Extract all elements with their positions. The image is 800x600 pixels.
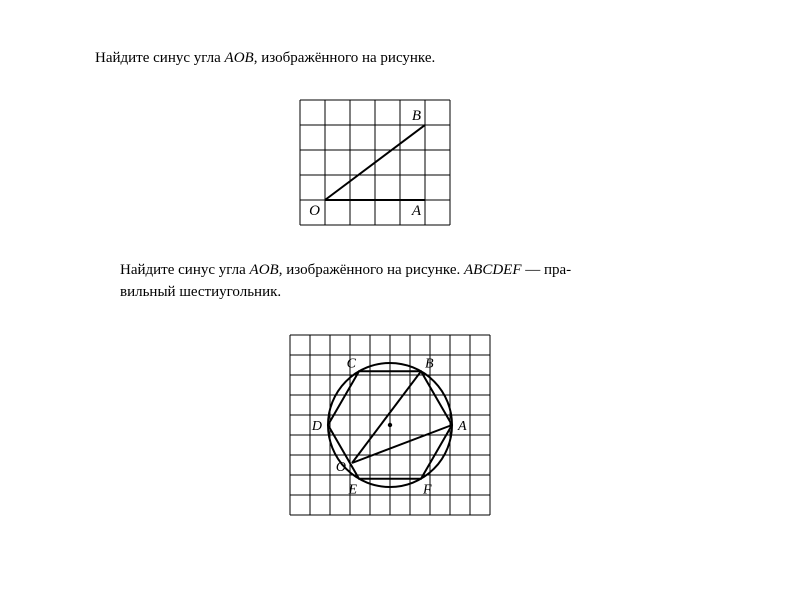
problem2-l1-after: — пра- — [522, 262, 572, 278]
svg-text:E: E — [347, 483, 357, 498]
problem2-l1-before: Найдите синус угла — [120, 262, 250, 278]
problem1-after: , изображённого на рисунке. — [254, 50, 436, 66]
svg-text:A: A — [457, 419, 467, 434]
svg-text:B: B — [412, 108, 421, 124]
problem2-var1: AOB — [250, 262, 279, 278]
problem1-text: Найдите синус угла AOB, изображённого на… — [95, 48, 655, 70]
problem2-figure: C B D A E F O — [280, 325, 500, 525]
svg-text:F: F — [422, 483, 432, 498]
problem2-text: Найдите синус угла AOB, изображённого на… — [120, 260, 660, 304]
problem1-svg: B O A — [290, 90, 465, 240]
problem1-before: Найдите синус угла — [95, 50, 225, 66]
svg-text:D: D — [311, 419, 322, 434]
svg-text:C: C — [347, 356, 357, 371]
problem2-svg: C B D A E F O — [280, 325, 500, 525]
svg-text:O: O — [309, 203, 320, 219]
problem2-l2: вильный шестиугольник. — [120, 284, 281, 300]
problem2-l1-mid: , изображённого на рисунке. — [279, 262, 464, 278]
problem1-var: AOB — [225, 50, 254, 66]
svg-text:B: B — [425, 356, 434, 371]
svg-text:O: O — [336, 460, 346, 475]
problem2-var2: ABCDEF — [464, 262, 522, 278]
svg-text:A: A — [411, 203, 422, 219]
problem1-figure: B O A — [290, 90, 465, 240]
